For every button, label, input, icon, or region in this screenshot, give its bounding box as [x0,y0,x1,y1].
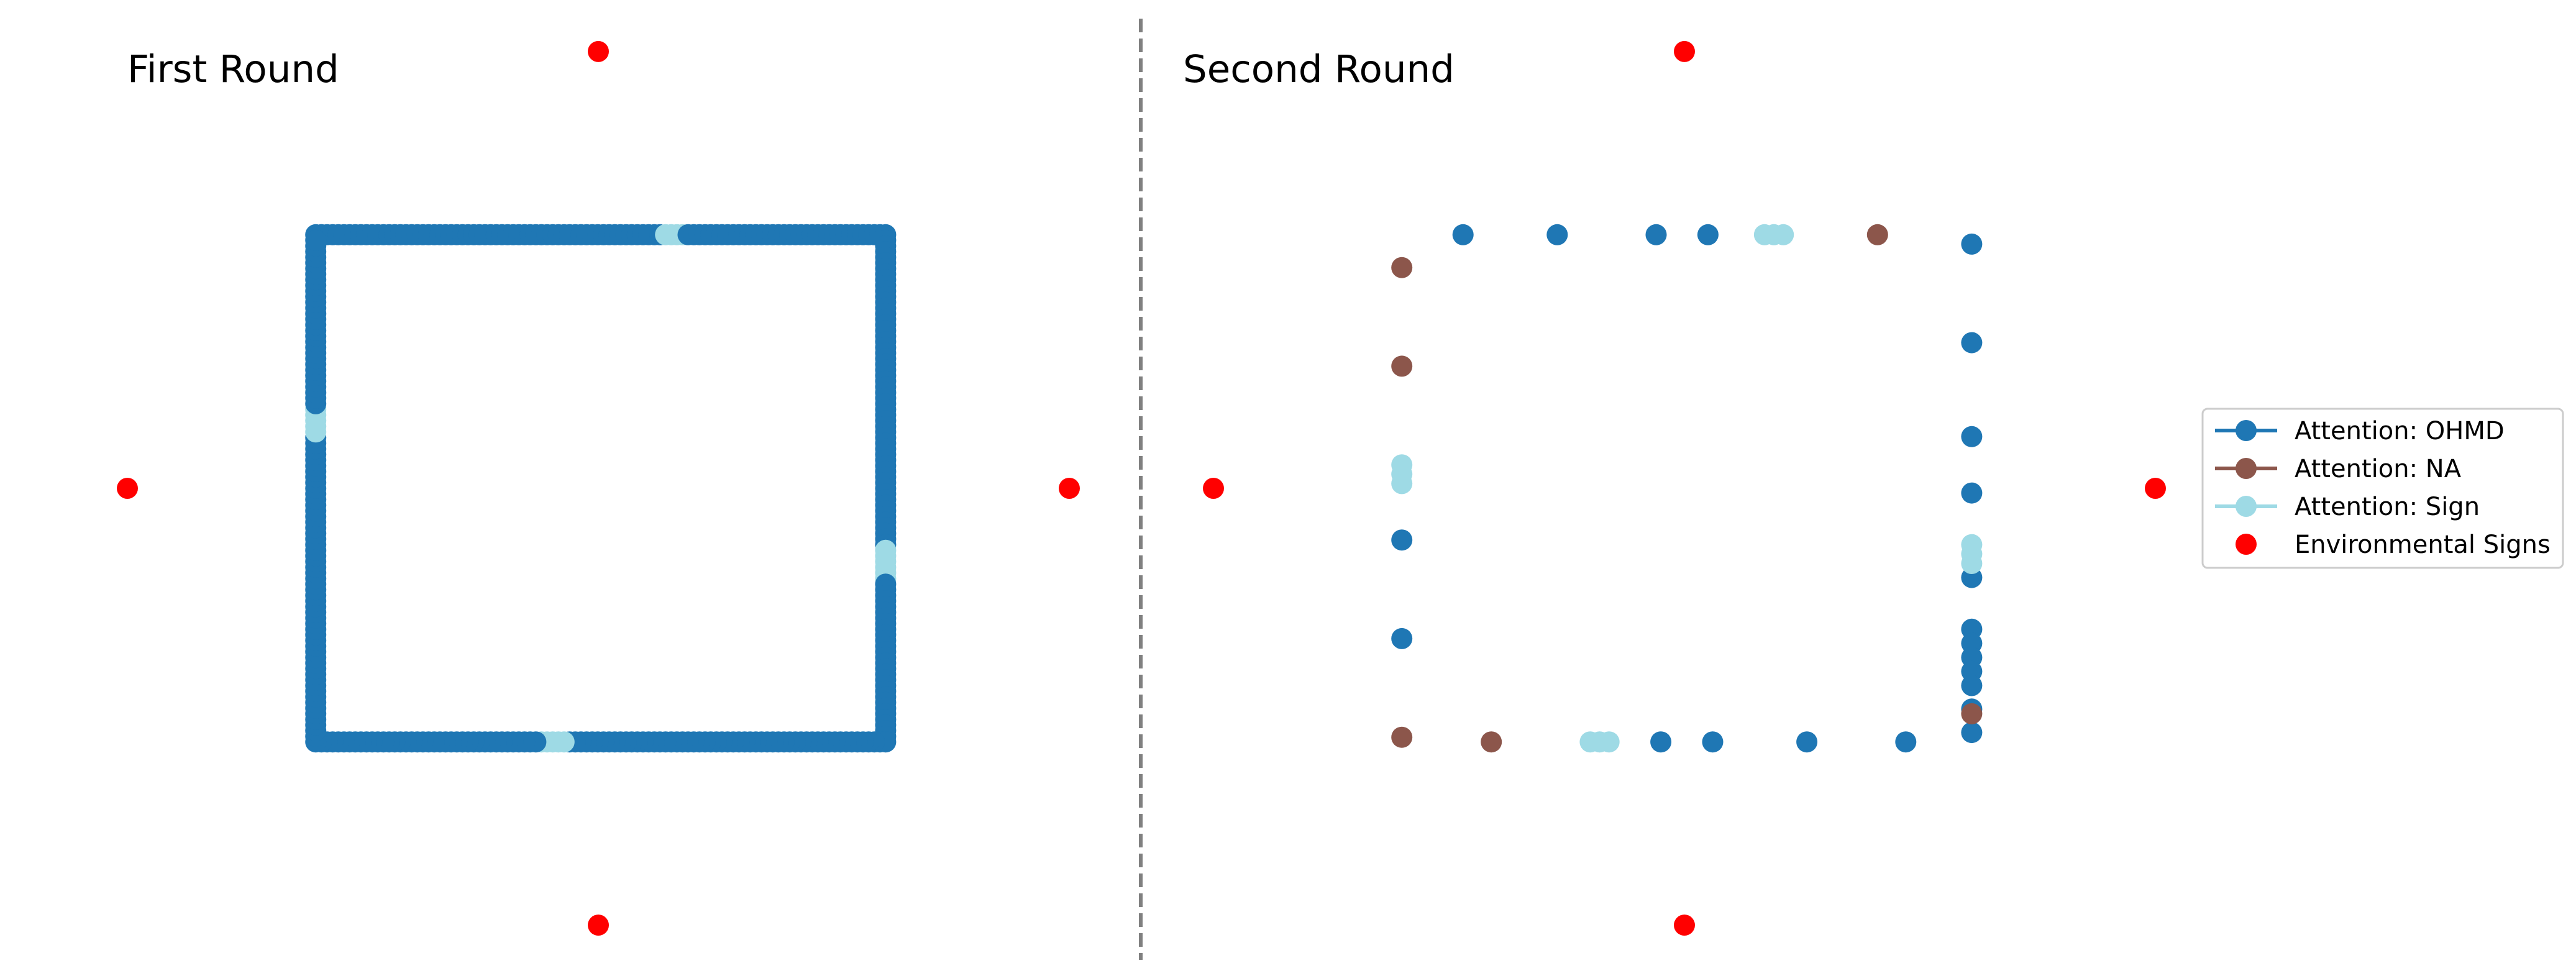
legend-marker-0 [2236,420,2257,441]
second-round-na-point-1 [1391,257,1413,278]
first-round-marks [117,40,1080,936]
first-round-environmental-sign-1 [117,478,138,499]
second-round-ohmd-point-16 [1391,529,1413,551]
first-round-environmental-sign-0 [588,40,609,62]
legend-marker-2 [2236,496,2257,517]
second-round-marks [1203,40,2166,936]
second-round-ohmd-point-21 [1895,731,1917,753]
legend-items: Attention: OHMD Attention: NA Attention: S… [2215,417,2551,559]
second-round-ohmd-point-7 [1961,482,1983,504]
first-round-title: First Round [127,47,339,91]
second-round-title: Second Round [1183,47,1455,91]
legend-label-1: Attention: NA [2295,455,2462,483]
second-round-ohmd-point-18 [1650,731,1672,753]
second-round-ohmd-point-2 [1645,224,1667,245]
second-round-na-point-0 [1866,224,1888,245]
second-round-sign-point-5 [1391,473,1413,495]
second-round-sign-point-8 [1961,553,1983,574]
second-round-ohmd-point-3 [1697,224,1719,245]
second-round-ohmd-point-15 [1961,722,1983,744]
legend-marker-1 [2236,458,2257,479]
first-round-ohmd-point-381 [305,229,327,251]
first-round-environmental-sign-3 [588,914,609,936]
second-round-ohmd-point-0 [1452,224,1474,245]
second-round-sign-point-11 [1598,731,1620,753]
legend-label-2: Attention: Sign [2295,493,2480,521]
first-round-panel: First Round [117,40,1080,936]
second-round-ohmd-point-19 [1702,731,1724,753]
second-round-ohmd-point-4 [1961,233,1983,255]
first-round-environmental-sign-2 [1059,478,1080,499]
second-round-environmental-sign-3 [1674,914,1695,936]
legend-label-3: Environmental Signs [2295,531,2551,559]
second-round-ohmd-point-20 [1796,731,1818,753]
second-round-na-point-2 [1391,355,1413,377]
second-round-ohmd-point-1 [1546,224,1568,245]
second-round-environmental-sign-1 [1203,478,1224,499]
second-round-ohmd-point-13 [1961,675,1983,696]
second-round-environmental-sign-0 [1674,40,1695,62]
second-round-sign-point-2 [1773,224,1794,245]
second-round-panel: Second Round [1183,40,2166,936]
legend-frame [2201,408,2564,569]
second-round-ohmd-point-6 [1961,426,1983,447]
second-round-ohmd-point-5 [1961,332,1983,353]
legend: Attention: OHMD Attention: NA Attention: S… [2201,408,2564,569]
second-round-na-point-5 [1961,703,1983,724]
second-round-environmental-sign-2 [2145,478,2166,499]
second-round-ohmd-point-17 [1391,627,1413,649]
legend-marker-3 [2236,534,2257,555]
second-round-na-point-3 [1391,726,1413,748]
legend-label-0: Attention: OHMD [2295,417,2505,445]
second-round-na-point-4 [1481,731,1502,753]
